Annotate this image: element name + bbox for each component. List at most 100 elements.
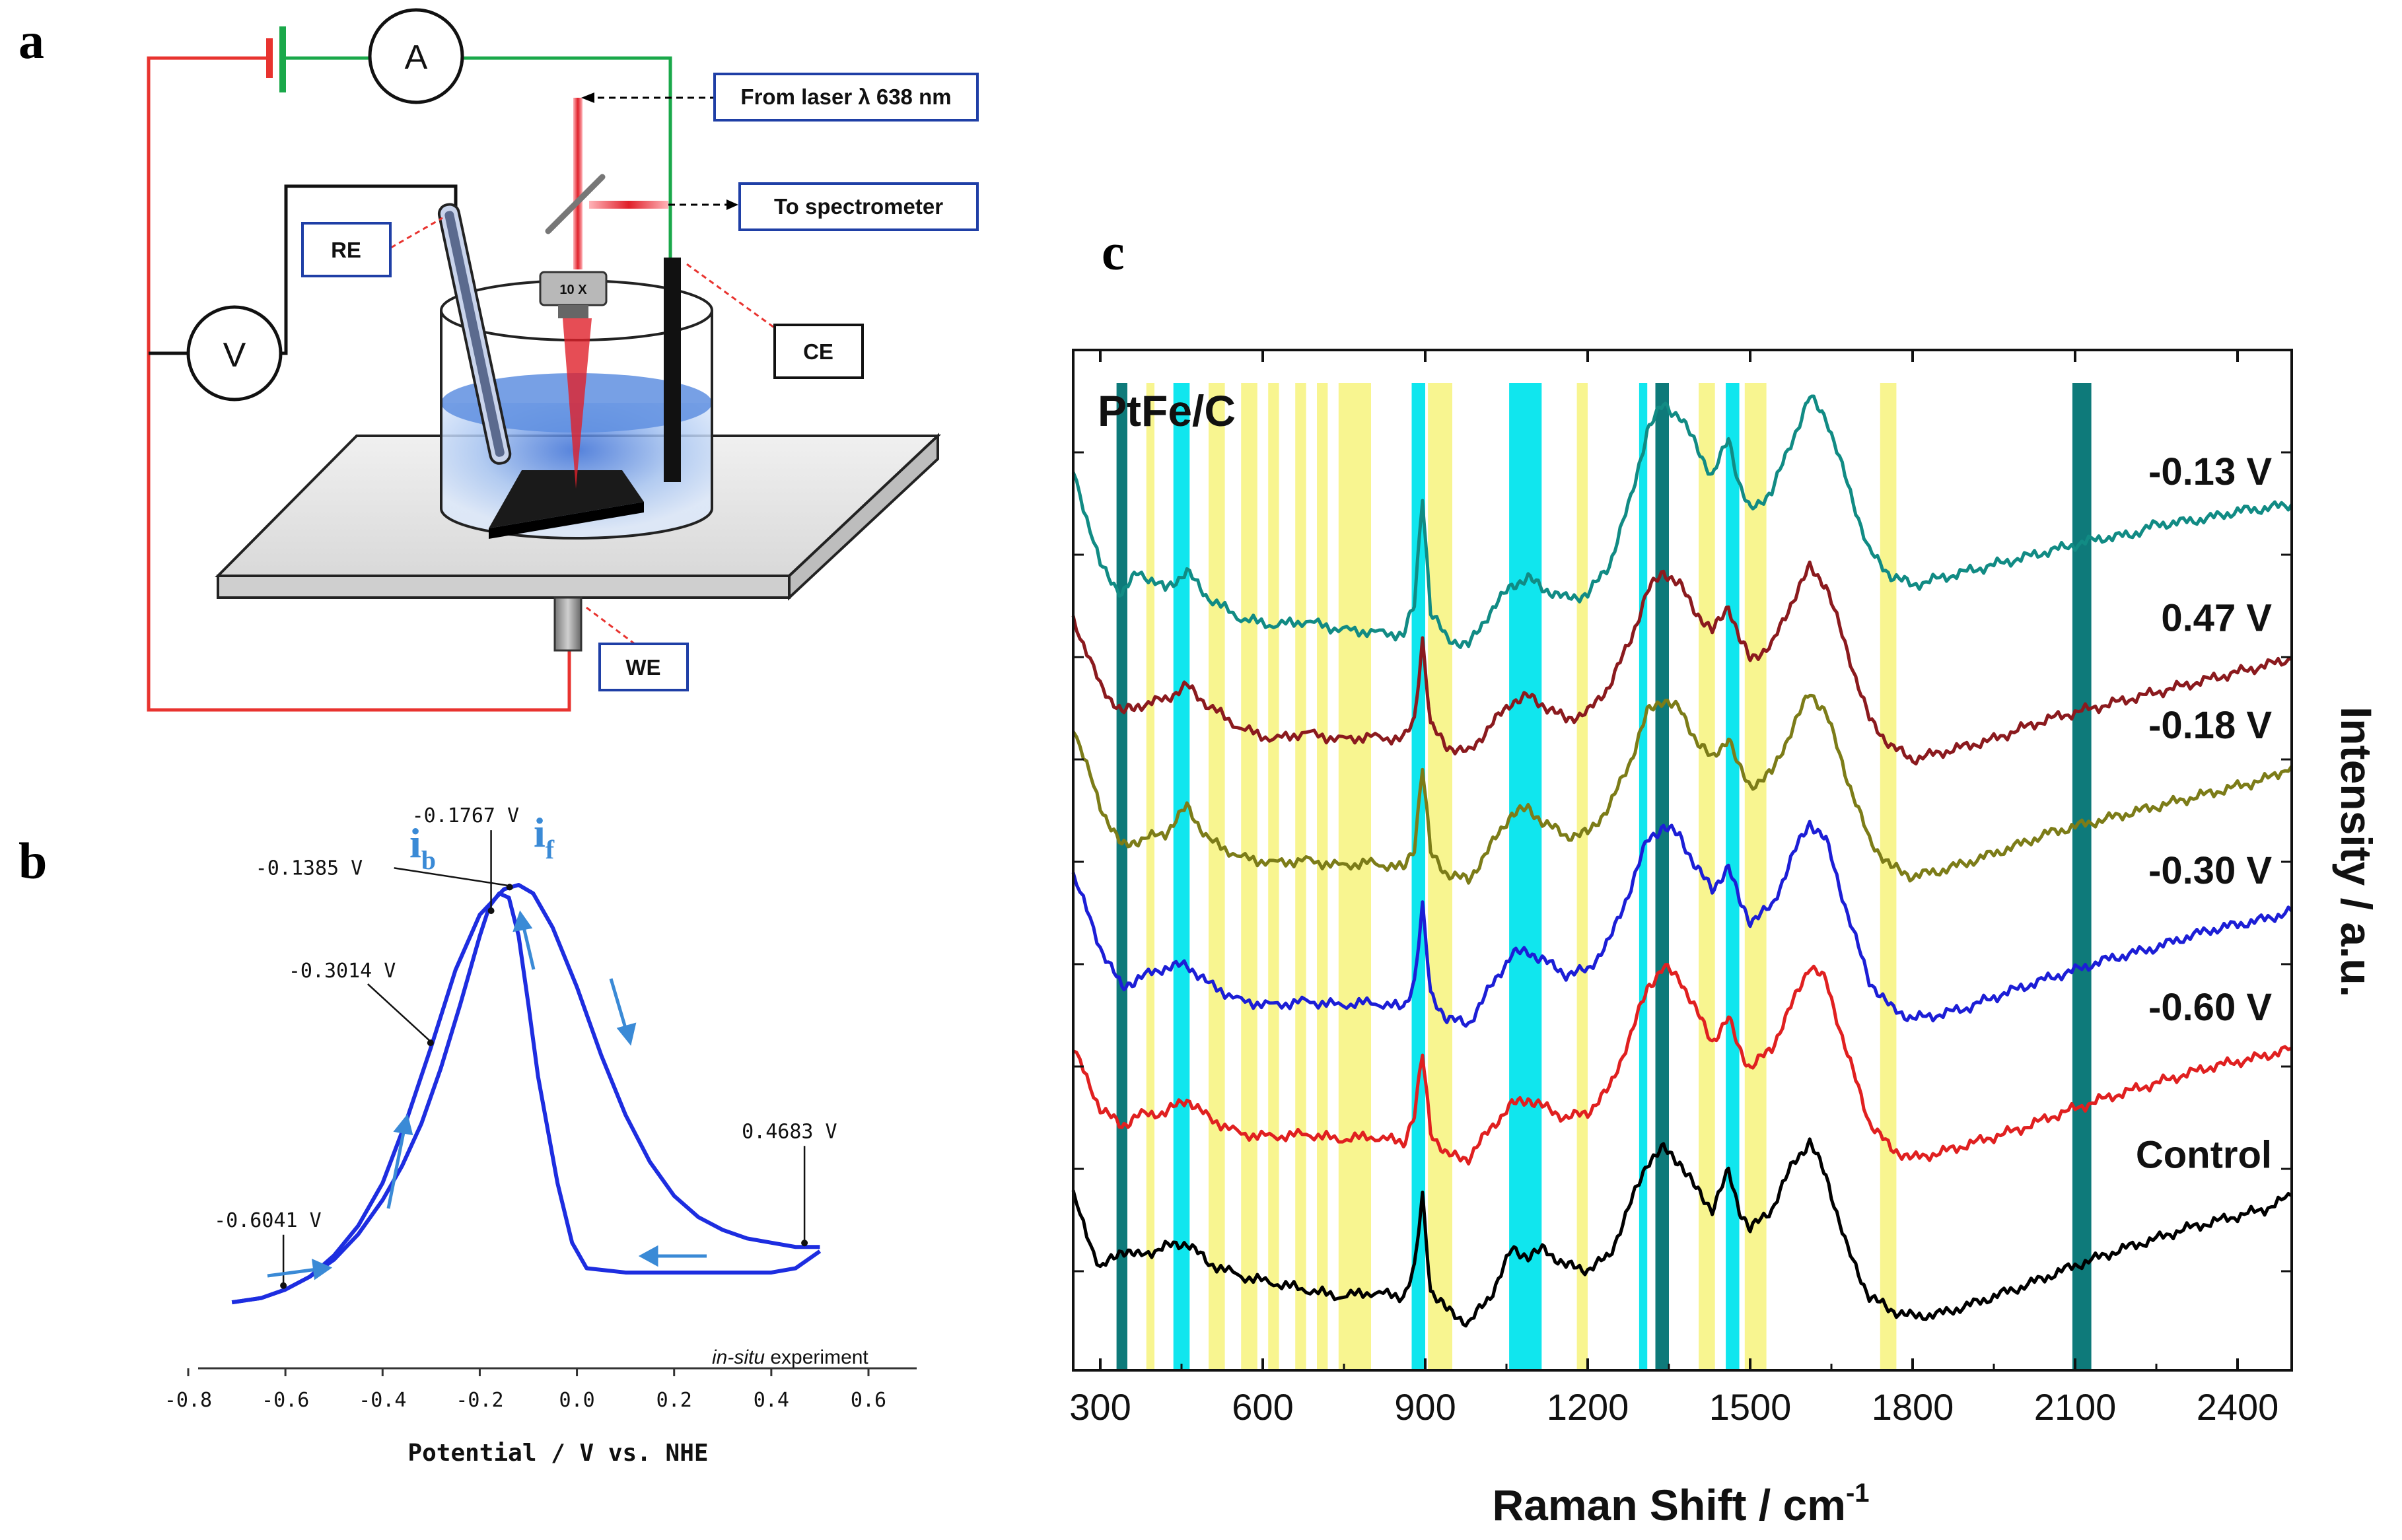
cv-curve-backward	[231, 891, 822, 1305]
cv-annotation-arrowhead	[801, 1240, 808, 1247]
series-label-0-13-v: -0.13 V	[2148, 450, 2272, 493]
panel-b-in-situ-note: in-situ experiment	[712, 1347, 868, 1368]
cv-annotation-0-4683-v: 0.4683 V	[742, 1120, 837, 1143]
panel-b-x-tick-label: -0.8	[164, 1389, 212, 1412]
band-cyan-3	[1639, 383, 1648, 1370]
in-situ-rest: experiment	[765, 1347, 868, 1368]
band-yellow-0	[1146, 383, 1154, 1370]
working-electrode-label-box: WE	[598, 643, 689, 691]
circuit-green-wire	[285, 56, 672, 258]
band-cyan-1	[1411, 383, 1425, 1370]
band-dark-teal-0	[1116, 383, 1127, 1370]
band-yellow-2	[1241, 383, 1257, 1370]
panel-b-cyclic-voltammogram: b -0.8 -0.6 -0.4 -0.2 0.0 0.2 0.4 0.6 -0.1767 V…	[18, 804, 917, 1467]
panel-c-plot-frame	[1072, 349, 2293, 1372]
cv-annotation-arrowhead	[427, 1039, 434, 1047]
cv-annotation-leader	[394, 867, 510, 887]
panel-c-x-axis-label: Raman Shift / cm-1	[1492, 1479, 1869, 1529]
panel-b-x-tick-label: 0.0	[559, 1389, 594, 1412]
circuit-red-wire	[147, 56, 571, 712]
band-yellow-1	[1209, 383, 1225, 1370]
panel-c-x-axis-label-sup: -1	[1846, 1479, 1870, 1508]
cv-curve-forward	[231, 883, 820, 1305]
panel-c-x-tick-label: 2100	[2034, 1386, 2117, 1428]
if-main: i	[534, 809, 546, 856]
panel-c-raman-spectra: c 300 600 900 1200 1500 1800 2100 2400 -0.13 V 0…	[1069, 223, 2381, 1529]
cv-annotation-arrowhead	[487, 907, 495, 915]
band-yellow-11	[1880, 383, 1897, 1370]
panel-c-x-tick-label: 1500	[1709, 1386, 1792, 1428]
panel-c-x-tick-label: 2400	[2197, 1386, 2279, 1428]
spectrometer-label-box: To spectrometer	[738, 182, 979, 231]
panel-c-highlight-bands	[1116, 383, 2092, 1370]
ce-label: CE	[803, 339, 833, 364]
panel-b-x-tick-label: 0.4	[754, 1389, 789, 1412]
panel-c-letter: c	[1102, 223, 1125, 281]
voltmeter-icon: V	[149, 184, 458, 402]
re-label: RE	[331, 238, 361, 262]
spectrometer-label: To spectrometer	[774, 194, 943, 219]
panel-c-x-tick-label: 900	[1394, 1386, 1456, 1428]
cv-annotation-arrowhead	[506, 884, 513, 891]
panel-c-spectra	[1071, 394, 2294, 1328]
cv-annotation-leader	[367, 983, 431, 1043]
panel-b-ticks: -0.8 -0.6 -0.4 -0.2 0.0 0.2 0.4 0.6	[164, 1368, 886, 1412]
panel-b-x-axis-label: Potential / V vs. NHE	[407, 1440, 708, 1467]
band-yellow-10	[1744, 383, 1767, 1370]
ib-label: ib	[409, 820, 436, 875]
band-yellow-8	[1576, 383, 1588, 1370]
panel-c-x-tick-label: 600	[1232, 1386, 1293, 1428]
series-label-0-30-v: -0.30 V	[2148, 849, 2272, 892]
leader-lines	[390, 92, 777, 647]
panel-a-letter: a	[18, 12, 44, 69]
panel-c-y-axis-label: Intensity / a.u.	[2332, 707, 2381, 997]
cv-annotation-0-1385-v: -0.1385 V	[256, 857, 363, 880]
spectrum-0-60-v	[1073, 963, 2292, 1166]
panel-b-x-tick-label: 0.6	[851, 1389, 886, 1412]
panel-a-setup-diagram: a A V	[18, 8, 979, 712]
series-label-0-47-v: 0.47 V	[2161, 597, 2272, 640]
panel-b-x-tick-label: -0.2	[456, 1389, 503, 1412]
objective-lens: 10 X	[539, 271, 608, 318]
spectrum-0-18-v	[1071, 693, 2294, 885]
if-label: if	[534, 809, 555, 864]
spectrum-0-30-v	[1071, 820, 2293, 1028]
cv-annotation-0-6041-v: -0.6041 V	[214, 1209, 322, 1232]
series-label-control: Control	[2136, 1134, 2272, 1177]
cv-annotation-arrowhead	[280, 1282, 287, 1289]
we-label: WE	[625, 655, 660, 680]
band-yellow-6	[1338, 383, 1371, 1370]
beam-splitter-mirror	[545, 174, 606, 234]
panel-c-x-tick-label: 1800	[1872, 1386, 1954, 1428]
panel-c-x-axis-label-main: Raman Shift / cm	[1492, 1481, 1845, 1529]
ammeter-label: A	[405, 38, 428, 77]
panel-c-x-tick-label: 300	[1069, 1386, 1131, 1428]
band-yellow-3	[1268, 383, 1279, 1370]
band-yellow-4	[1295, 383, 1306, 1370]
spectrum-0-13-v	[1071, 394, 2294, 649]
spectrum-0-47-v	[1071, 560, 2292, 766]
counter-electrode	[664, 258, 681, 482]
cv-annotation-0-1767-v: -0.1767 V	[412, 804, 520, 827]
panel-b-x-tick-label: -0.4	[359, 1389, 406, 1412]
voltmeter-label: V	[223, 336, 246, 374]
series-label-0-18-v: -0.18 V	[2148, 704, 2272, 747]
band-dark-teal-1	[1655, 383, 1669, 1370]
spectrum-control	[1071, 1137, 2293, 1328]
in-situ-italic: in-situ	[712, 1347, 765, 1368]
cv-annotation-0-3014-v: -0.3014 V	[289, 960, 396, 983]
panel-c-ticks: 300 600 900 1200 1500 1800 2100 2400	[1069, 350, 2292, 1428]
counter-electrode-label-box: CE	[773, 324, 864, 379]
laser-source-label-box: From laser λ 638 nm	[713, 73, 979, 122]
laser-beam	[545, 98, 668, 489]
battery-icon	[266, 26, 286, 92]
panel-b-curves	[231, 883, 822, 1305]
if-sub: f	[546, 835, 555, 864]
band-cyan-2	[1509, 383, 1542, 1370]
laser-source-label: From laser λ 638 nm	[740, 85, 951, 109]
panel-b-letter: b	[18, 832, 47, 890]
panel-c-series-labels: -0.13 V 0.47 V -0.18 V -0.30 V -0.60 V Contro…	[2136, 450, 2272, 1177]
panel-b-x-tick-label: 0.2	[656, 1389, 692, 1412]
ib-sub: b	[421, 845, 436, 875]
